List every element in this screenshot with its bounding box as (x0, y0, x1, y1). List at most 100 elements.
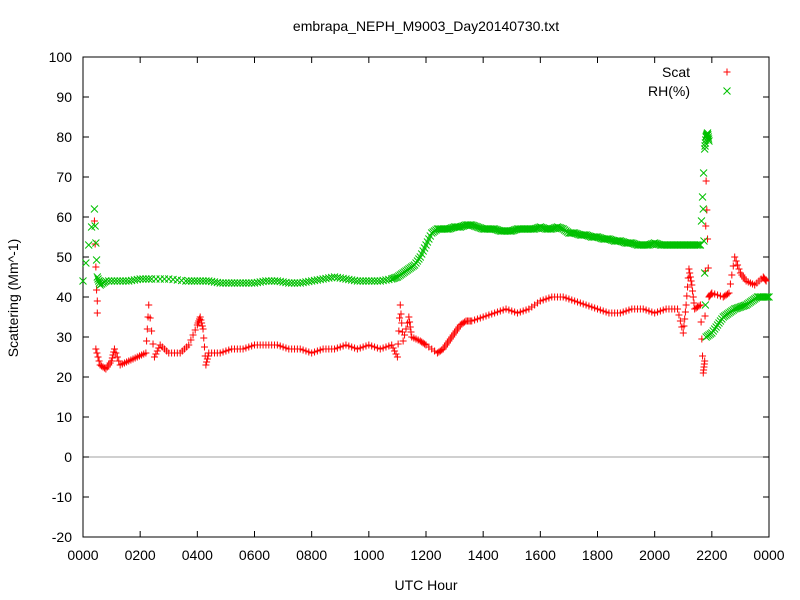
y-tick-label: 70 (56, 169, 72, 185)
data-point-scat (482, 312, 490, 320)
data-point-scat (708, 289, 716, 297)
data-point-scat (596, 306, 604, 314)
data-point-rh (732, 304, 740, 313)
data-point-rh (224, 279, 233, 287)
data-point-rh (530, 225, 539, 233)
data-point-scat (689, 287, 697, 295)
data-point-scat (731, 253, 739, 261)
data-point-scat (681, 308, 689, 316)
data-point-scat (110, 345, 118, 353)
data-point-rh (389, 274, 397, 283)
data-point-scat (519, 307, 527, 315)
data-point-scat (579, 300, 587, 308)
data-point-scat (476, 314, 484, 322)
data-point-scat (100, 364, 108, 372)
data-point-scat (726, 280, 734, 288)
data-point-rh (457, 222, 466, 231)
data-point-rh (606, 235, 615, 244)
data-point-rh (116, 277, 125, 285)
data-point-scat (187, 336, 195, 344)
y-tick-label: 60 (56, 209, 72, 225)
data-point-scat (198, 319, 206, 327)
data-point-scat (645, 307, 653, 315)
data-point-scat (198, 322, 206, 330)
data-point-scat (368, 342, 376, 350)
data-point-scat (308, 349, 316, 357)
data-point-scat (248, 342, 256, 350)
data-point-scat (203, 358, 211, 366)
data-point-rh (733, 304, 742, 312)
data-point-scat (93, 349, 101, 357)
data-point-scat (316, 346, 324, 354)
data-point-rh (267, 277, 276, 285)
data-point-rh (537, 223, 546, 232)
data-point-scat (406, 318, 414, 326)
data-point-scat (245, 343, 253, 351)
data-point-rh (287, 279, 296, 287)
data-point-rh (593, 233, 602, 241)
data-point-scat (219, 348, 227, 356)
data-point-scat (639, 305, 647, 313)
legend: Scat RH(%) (648, 64, 731, 99)
data-point-scat (389, 344, 397, 352)
data-point-scat (471, 316, 479, 324)
data-point-scat (679, 329, 687, 337)
data-point-rh (233, 279, 242, 287)
data-point-scat (348, 343, 356, 351)
data-point-scat (93, 309, 101, 317)
data-point-rh (216, 279, 225, 287)
data-point-scat (407, 328, 415, 336)
data-point-rh (93, 273, 102, 281)
data-point-rh (595, 233, 603, 242)
data-point-scat (761, 276, 769, 284)
data-point-scat (353, 345, 361, 353)
data-point-scat (502, 305, 510, 313)
data-point-rh (473, 223, 482, 231)
data-point-rh (699, 169, 708, 177)
data-point-scat (622, 307, 630, 315)
y-tick-label: 0 (64, 449, 72, 465)
data-point-rh (650, 239, 659, 247)
y-tick-label: 30 (56, 329, 72, 345)
data-point-scat (204, 352, 212, 360)
data-point-rh (697, 217, 706, 225)
data-point-scat (393, 353, 401, 361)
data-point-scat (485, 311, 493, 319)
data-point-scat (273, 341, 281, 349)
data-point-scat (728, 271, 736, 279)
data-point-scat (654, 308, 662, 316)
data-point-rh (104, 277, 113, 285)
data-point-scat (93, 286, 101, 294)
data-point-rh (762, 293, 770, 301)
plot-frame (82, 56, 770, 538)
data-point-scat (539, 296, 547, 304)
data-point-scat (696, 301, 704, 309)
data-point-scat (594, 305, 601, 313)
data-point-rh (230, 279, 239, 287)
data-point-scat (200, 343, 208, 351)
data-point-rh (763, 293, 772, 301)
data-point-rh (582, 231, 590, 239)
data-point-scat (522, 306, 530, 314)
data-point-scat (365, 341, 373, 349)
x-tick-label: 0000 (753, 547, 784, 563)
data-point-scat (279, 343, 287, 351)
data-point-scat (296, 345, 304, 353)
data-point-rh (142, 275, 150, 283)
data-point-scat (704, 235, 712, 243)
data-point-rh (583, 231, 592, 240)
y-tick-label: 20 (56, 369, 72, 385)
data-point-scat (493, 308, 501, 316)
data-point-rh (370, 277, 379, 285)
data-point-scat (724, 290, 732, 298)
x-tick-label: 1200 (410, 547, 441, 563)
data-point-rh (187, 277, 196, 285)
data-point-scat (242, 344, 250, 352)
data-point-scat (479, 313, 487, 321)
data-point-rh (264, 277, 273, 285)
legend-label-rh: RH(%) (648, 83, 690, 99)
data-point-scat (599, 307, 607, 315)
data-point-scat (342, 341, 350, 349)
data-point-rh (364, 277, 373, 285)
data-point-scat (508, 307, 516, 315)
